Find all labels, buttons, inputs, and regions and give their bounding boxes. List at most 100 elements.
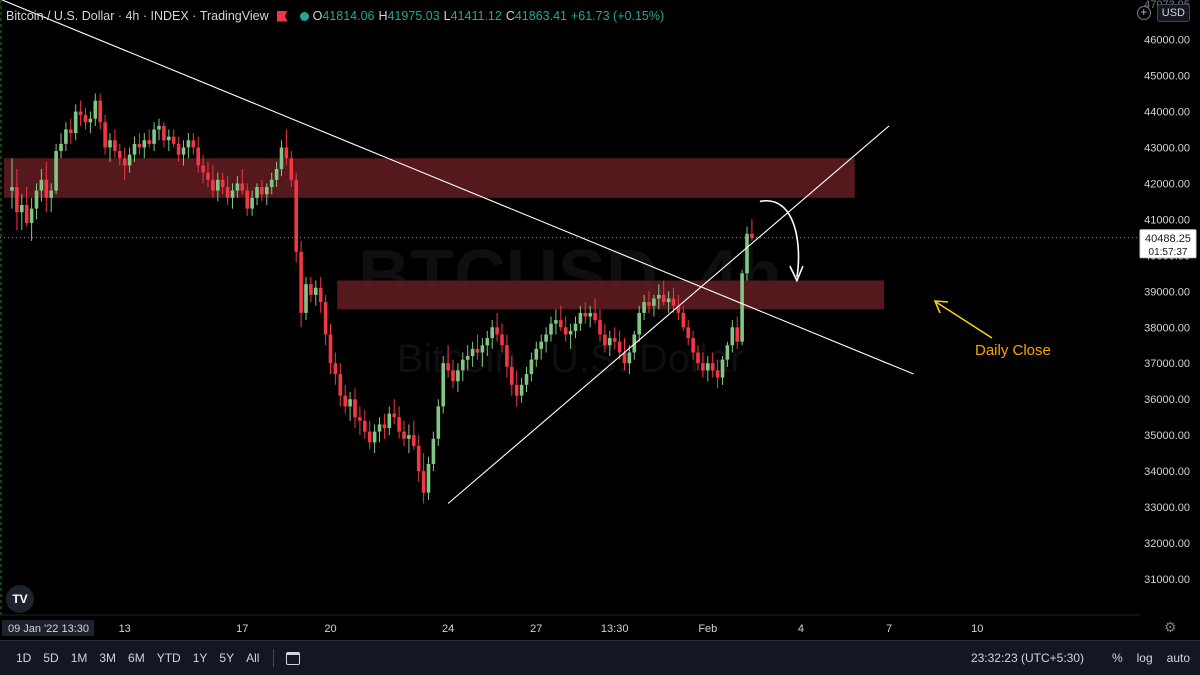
candle-body	[495, 327, 499, 335]
flag-icon[interactable]	[276, 10, 288, 22]
time-axis-start-bg	[2, 620, 94, 636]
candle-body	[456, 370, 460, 382]
symbol-title[interactable]: Bitcoin / U.S. Dollar	[6, 9, 115, 23]
candle-body	[568, 330, 573, 335]
candle-body	[73, 111, 78, 134]
candle	[647, 291, 651, 313]
candle-body	[407, 435, 411, 439]
candle-body	[485, 338, 490, 346]
market-status-icon	[299, 11, 309, 21]
time-axis: 09 Jan '22 13:30 13 17 20 24 27 13:30 Feb 4 7 10	[0, 614, 1140, 636]
scale-option-log[interactable]: log	[1136, 651, 1153, 665]
gear-icon[interactable]: ⚙	[1164, 619, 1177, 635]
candle-body	[480, 345, 485, 353]
ohlc-close: 41863.41	[514, 9, 567, 23]
chart-legend: Bitcoin / U.S. Dollar · 4h · INDEX · Tra…	[6, 9, 665, 23]
scale-option-percent[interactable]: %	[1111, 651, 1123, 665]
candle-body	[328, 334, 333, 364]
candle-body	[93, 100, 98, 119]
candle-body	[299, 251, 303, 313]
candle-body	[181, 147, 186, 155]
candle	[167, 129, 171, 152]
candle-body	[269, 179, 274, 188]
candle-body	[353, 399, 357, 418]
candle	[216, 172, 220, 202]
currency-button[interactable]: USD	[1156, 4, 1190, 22]
candle	[661, 280, 666, 306]
candle-body	[657, 294, 661, 299]
candle	[294, 172, 298, 263]
range-button-1d[interactable]: 1D	[16, 651, 32, 665]
range-button-all[interactable]: All	[246, 651, 260, 665]
candle	[686, 320, 690, 346]
candle-body	[372, 431, 377, 443]
calendar-icon[interactable]	[286, 651, 301, 665]
candle-body	[127, 154, 132, 166]
range-button-1y[interactable]: 1Y	[192, 651, 208, 665]
candle-body	[441, 363, 445, 407]
candle	[201, 154, 205, 184]
yellow-arrow	[935, 301, 993, 339]
candle	[456, 363, 460, 393]
interval[interactable]: 4h	[125, 9, 140, 23]
time-tick-label: 20	[324, 623, 336, 635]
candle	[470, 341, 475, 367]
candle	[348, 392, 352, 421]
candle	[245, 183, 249, 216]
candle-body	[83, 115, 88, 123]
candle	[363, 410, 367, 439]
candle	[617, 330, 622, 360]
candle-body	[318, 287, 323, 303]
candle	[34, 183, 39, 220]
tradingview-logo-icon[interactable]: TV	[6, 585, 34, 613]
candle	[500, 323, 504, 353]
candle-body	[220, 179, 225, 188]
candle-body	[426, 463, 431, 493]
candle-body	[701, 363, 705, 371]
ohlc-change: +61.73 (+0.15%)	[571, 9, 665, 23]
price-tick-label: 31000.00	[1144, 574, 1190, 586]
range-button-1m[interactable]: 1M	[70, 651, 88, 665]
candle	[490, 320, 494, 349]
candle-body	[554, 320, 558, 324]
candle-body	[563, 327, 568, 335]
range-button-6m[interactable]: 6M	[128, 651, 145, 665]
annotations: Daily Close	[759, 200, 1051, 359]
candle	[568, 323, 573, 349]
candle	[93, 93, 98, 126]
range-button-5d[interactable]: 5D	[43, 651, 59, 665]
candle	[681, 305, 686, 331]
chart-area[interactable]: BTCUSD, 4h Bitcoin / U.S. Dollar Daily Cl…	[0, 0, 1200, 640]
price-axis: 31000.00 32000.00 33000.00 34000.00 35000.00…	[1139, 0, 1200, 640]
candle	[505, 334, 509, 378]
candle	[426, 456, 431, 500]
price-tick-label: 32000.00	[1144, 538, 1190, 550]
candle-body	[240, 183, 245, 191]
range-button-ytd[interactable]: YTD	[156, 651, 181, 665]
candle-body	[412, 435, 416, 446]
price-tick-label: 42000.00	[1144, 178, 1190, 190]
ohlc-low: 41411.12	[450, 9, 502, 23]
candle	[627, 345, 632, 375]
candle	[186, 133, 191, 159]
candle-body	[710, 363, 715, 371]
range-button-5y[interactable]: 5Y	[219, 651, 235, 665]
range-button-3m[interactable]: 3M	[99, 651, 117, 665]
candle	[171, 129, 176, 148]
scale-options: % log auto	[1112, 651, 1190, 665]
trendline-1	[1, 0, 914, 375]
candle	[147, 129, 151, 148]
candle	[44, 161, 49, 213]
bar-countdown-label: 01:57:37	[1149, 247, 1188, 258]
clock[interactable]: 23:32:23 (UTC+5:30)	[970, 651, 1084, 665]
candle-body	[661, 294, 666, 303]
scale-option-auto[interactable]: auto	[1166, 651, 1190, 665]
candle	[524, 366, 529, 393]
candle	[495, 312, 499, 342]
time-tick-label: 10	[971, 623, 983, 635]
candle-body	[279, 147, 284, 170]
candle	[255, 183, 259, 205]
candle-body	[289, 158, 294, 180]
plus-icon[interactable]: +	[1136, 6, 1151, 20]
